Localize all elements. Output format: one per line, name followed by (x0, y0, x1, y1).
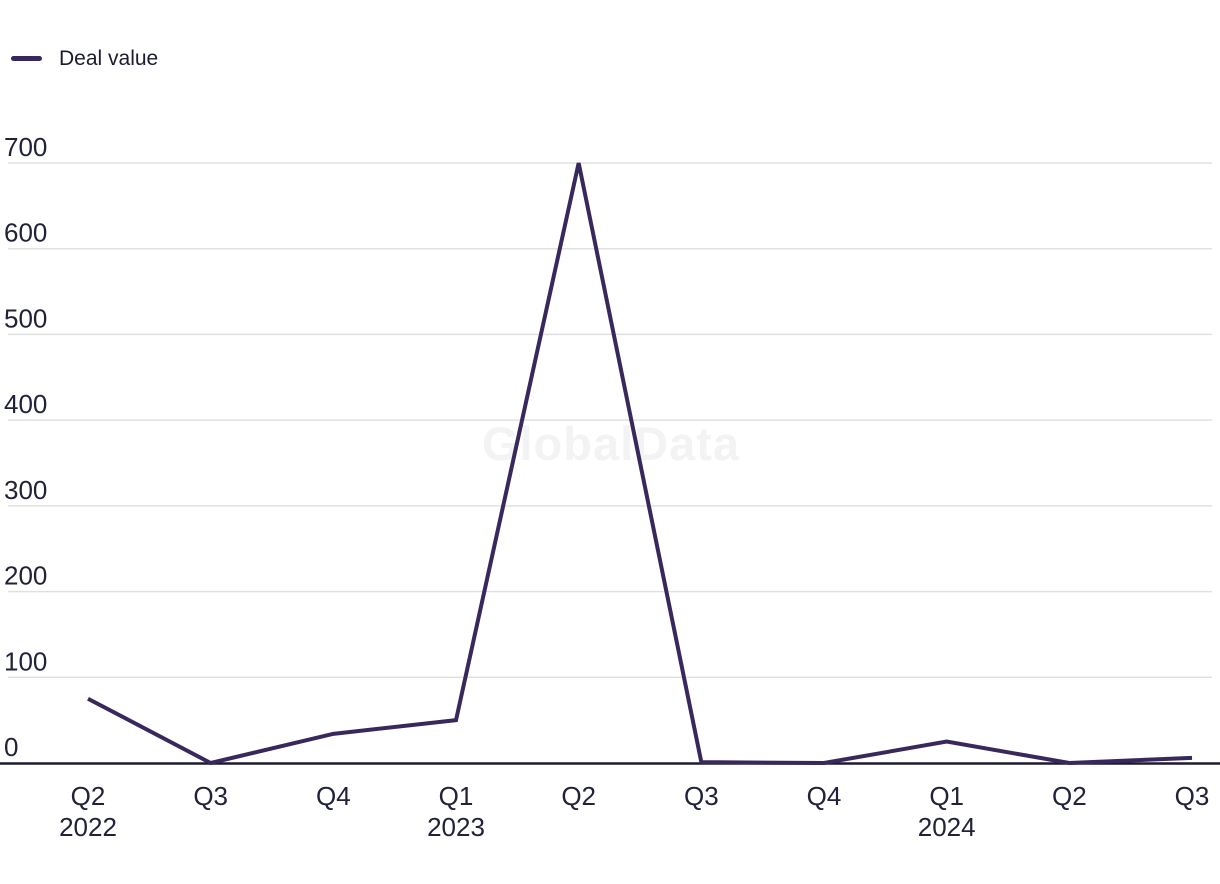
x-tick-year-0: 2022 (59, 812, 117, 842)
x-tick-quarter-6: Q4 (807, 781, 842, 811)
y-tick-label-700: 700 (4, 132, 47, 162)
x-tick-quarter-2: Q4 (316, 781, 351, 811)
y-tick-label-500: 500 (4, 303, 47, 333)
deal-value-line (87, 162, 1193, 766)
y-tick-label-0: 0 (4, 732, 18, 762)
x-tick-year-3: 2023 (427, 812, 485, 842)
x-tick-quarter-0: Q2 (71, 781, 106, 811)
x-tick-quarter-5: Q3 (684, 781, 719, 811)
x-tick-quarter-1: Q3 (193, 781, 228, 811)
x-tick-quarter-4: Q2 (561, 781, 596, 811)
x-tick-quarter-7: Q1 (929, 781, 964, 811)
x-tick-quarter-8: Q2 (1052, 781, 1087, 811)
y-tick-label-200: 200 (4, 561, 47, 591)
y-tick-label-400: 400 (4, 389, 47, 419)
watermark: GlobalData (482, 417, 740, 470)
legend-line-swatch (11, 56, 42, 61)
legend-label: Deal value (59, 47, 159, 70)
y-tick-label-600: 600 (4, 218, 47, 248)
legend: Deal value (11, 48, 158, 69)
x-tick-quarter-3: Q1 (439, 781, 474, 811)
y-tick-label-300: 300 (4, 475, 47, 505)
x-tick-quarter-9: Q3 (1175, 781, 1210, 811)
x-tick-year-7: 2024 (918, 812, 976, 842)
y-tick-label-100: 100 (4, 646, 47, 676)
